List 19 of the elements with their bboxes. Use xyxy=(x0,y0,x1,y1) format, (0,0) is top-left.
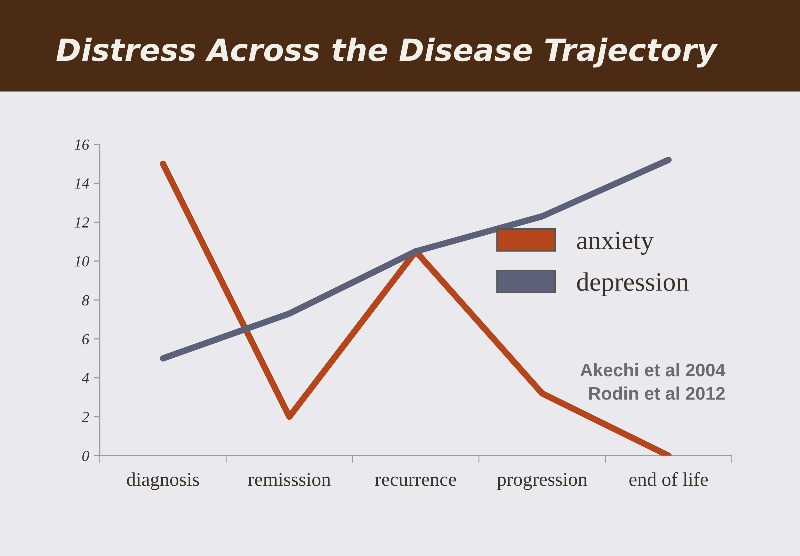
y-tick-label: 0 xyxy=(82,451,90,462)
x-tick-label: remisssion xyxy=(248,473,331,486)
legend-label: depression xyxy=(577,272,689,297)
y-tick-label: 4 xyxy=(82,373,90,384)
annotation: Akechi et al 2004 xyxy=(580,363,726,377)
y-tick-label: 8 xyxy=(82,295,90,306)
y-tick-label: 14 xyxy=(74,178,90,189)
y-tick-label: 2 xyxy=(82,412,90,422)
y-tick-label: 12 xyxy=(74,218,90,228)
chart-title: Distress Across the Disease Trajectory xyxy=(56,38,718,68)
y-tick-label: 6 xyxy=(82,334,90,345)
annotation: Rodin et al 2012 xyxy=(589,386,725,400)
y-tick-label: 16 xyxy=(74,140,90,150)
x-tick-label: progression xyxy=(497,473,588,490)
x-tick-label: recurrence xyxy=(375,476,456,486)
legend-label: anxiety xyxy=(577,232,654,255)
x-tick-label: diagnosis xyxy=(127,472,200,490)
x-tick-label: end of life xyxy=(630,472,708,486)
y-tick-label: 10 xyxy=(74,256,90,267)
